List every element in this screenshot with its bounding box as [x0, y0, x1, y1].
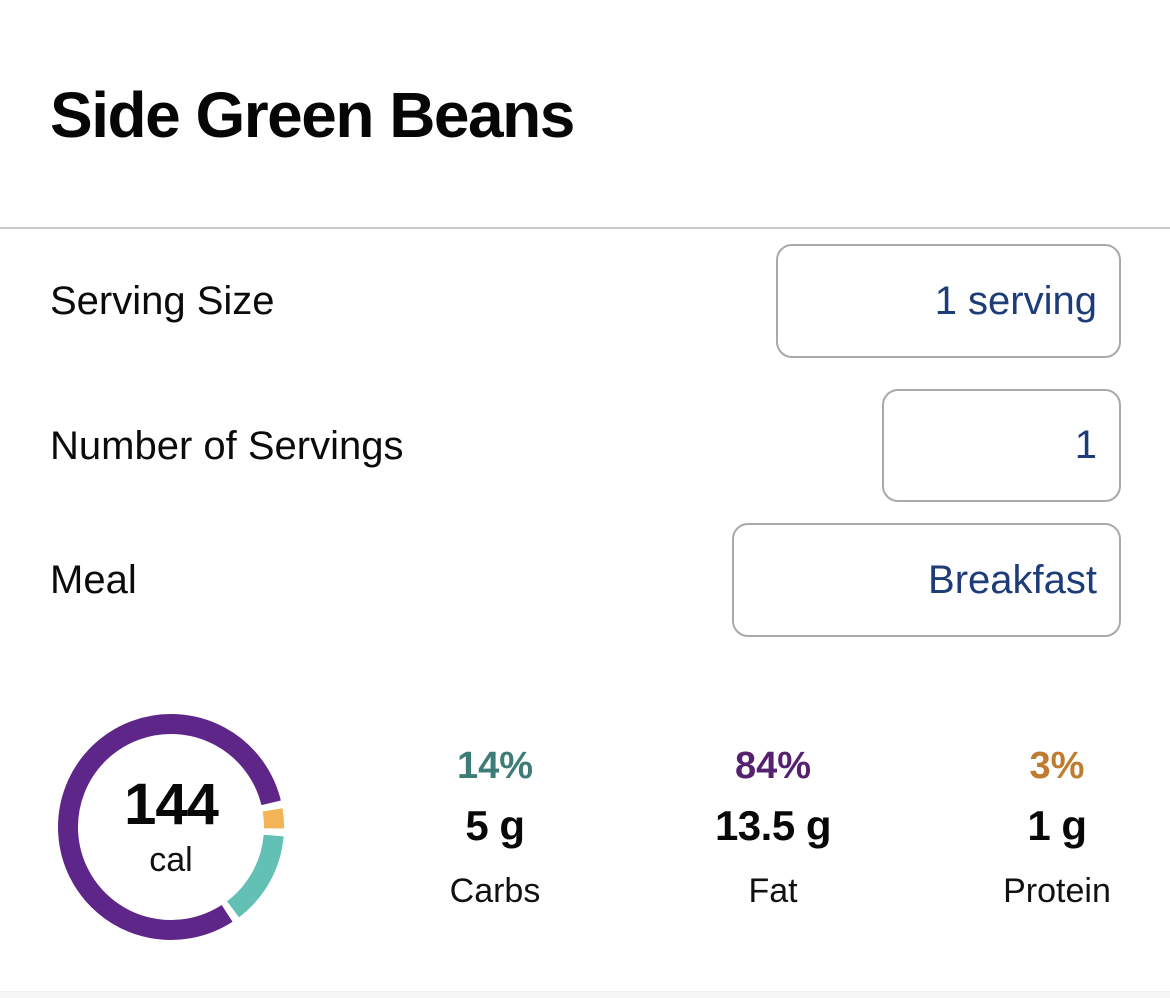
- number-of-servings-value: 1: [1074, 423, 1097, 467]
- fat-percent: 84%: [734, 745, 812, 787]
- donut-segment-carbs: [226, 834, 284, 918]
- next-section-edge: [0, 991, 1170, 998]
- protein-amount: 1 g: [1027, 802, 1087, 849]
- donut-segments: [58, 714, 284, 940]
- macro-column-protein: 3% 1 g Protein: [927, 744, 1170, 912]
- meal-value: Breakfast: [928, 557, 1097, 602]
- meal-label: Meal: [50, 558, 137, 602]
- fat-label: Fat: [748, 872, 798, 910]
- donut-segment-fat: [58, 714, 281, 940]
- protein-percent: 3%: [1029, 745, 1085, 787]
- donut-ring-svg: [58, 714, 284, 940]
- serving-size-field[interactable]: 1 serving: [776, 244, 1121, 358]
- meal-field[interactable]: Breakfast: [732, 523, 1121, 637]
- serving-size-label: Serving Size: [50, 279, 275, 323]
- fat-amount: 13.5 g: [714, 802, 832, 849]
- macro-column-carbs: 14% 5 g Carbs: [365, 744, 625, 912]
- carbs-amount: 5 g: [465, 802, 525, 849]
- donut-segment-protein: [262, 808, 284, 829]
- carbs-label: Carbs: [449, 872, 541, 910]
- carbs-percent: 14%: [456, 745, 534, 787]
- protein-label: Protein: [1003, 872, 1111, 910]
- serving-size-value: 1 serving: [934, 278, 1097, 323]
- macro-column-fat: 84% 13.5 g Fat: [643, 744, 903, 912]
- number-of-servings-label: Number of Servings: [50, 424, 404, 468]
- title-divider: [0, 227, 1170, 229]
- calorie-donut-chart: 144 cal: [56, 712, 286, 942]
- number-of-servings-field[interactable]: 1: [882, 389, 1121, 502]
- page-title: Side Green Beans: [50, 79, 575, 151]
